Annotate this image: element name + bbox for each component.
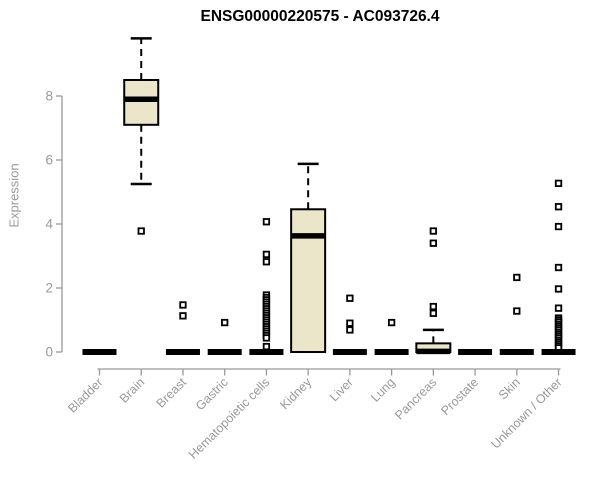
outlier-point xyxy=(429,309,437,317)
boxplot-gastric xyxy=(207,318,242,355)
y-tick-label-6: 6 xyxy=(45,153,53,168)
boxplot-unknown-other xyxy=(541,179,576,355)
outlier-point xyxy=(554,222,563,231)
collapsed-box xyxy=(499,349,534,355)
x-tick-label-gastric: Gastric xyxy=(193,375,231,413)
boxplot-pancreas xyxy=(415,227,452,355)
box xyxy=(290,208,327,353)
y-tick-label-0: 0 xyxy=(45,345,53,360)
box xyxy=(123,79,160,126)
chart-title: ENSG00000220575 - AC093726.4 xyxy=(200,8,440,25)
boxplot-liver xyxy=(332,294,367,355)
outlier-point xyxy=(429,227,437,235)
outlier-point xyxy=(346,326,354,334)
collapsed-box xyxy=(249,349,284,355)
x-tick-label-hematopoietic-cells: Hematopoietic cells xyxy=(186,375,273,462)
y-tick-label-2: 2 xyxy=(45,281,53,296)
boxplot-kidney xyxy=(290,162,327,353)
outlier-point xyxy=(262,218,271,226)
outlier-point xyxy=(262,258,271,266)
boxplot-bladder xyxy=(82,349,117,355)
x-tick-label-kidney: Kidney xyxy=(277,375,314,412)
outlier-point xyxy=(429,239,437,247)
outlier-point xyxy=(554,179,563,188)
collapsed-box xyxy=(458,349,493,355)
boxplot-breast xyxy=(165,301,200,355)
x-tick-label-unknown-other: Unknown / Other xyxy=(488,375,564,451)
outlier-point xyxy=(387,318,396,327)
outlier-point xyxy=(554,304,563,312)
boxplot-skin xyxy=(499,273,534,355)
boxplot-brain xyxy=(123,37,160,235)
outlier-point xyxy=(513,307,521,315)
collapsed-box xyxy=(541,349,576,355)
x-tick-label-breast: Breast xyxy=(154,375,190,411)
outlier-point xyxy=(262,342,271,351)
y-axis: 0 2 4 6 8 xyxy=(45,89,63,360)
x-tick-label-liver: Liver xyxy=(327,375,356,404)
x-tick-label-prostate: Prostate xyxy=(438,375,481,418)
outlier-point xyxy=(513,273,521,282)
boxplot-prostate xyxy=(458,349,493,355)
x-tick-label-pancreas: Pancreas xyxy=(392,375,439,422)
outlier-point xyxy=(221,318,229,327)
outlier-point xyxy=(179,312,187,320)
outlier-point xyxy=(346,319,354,327)
outlier-point xyxy=(346,294,354,302)
outlier-point xyxy=(429,302,437,311)
outlier-point xyxy=(554,263,563,272)
collapsed-box xyxy=(332,349,367,355)
outlier-point xyxy=(137,227,145,235)
boxplot-hematopoietic-cells xyxy=(249,218,284,355)
x-tick-label-skin: Skin xyxy=(496,375,523,402)
collapsed-box xyxy=(207,349,242,355)
y-tick-label-8: 8 xyxy=(45,89,53,104)
collapsed-box xyxy=(165,349,200,355)
collapsed-box xyxy=(82,349,117,355)
boxplot-lung xyxy=(374,318,409,355)
outlier-point xyxy=(554,203,563,211)
x-tick-label-lung: Lung xyxy=(368,375,398,405)
outlier-point xyxy=(179,301,187,309)
outlier-point xyxy=(262,250,271,259)
x-tick-label-bladder: Bladder xyxy=(65,375,105,415)
x-tick-label-brain: Brain xyxy=(117,375,148,406)
outlier-point xyxy=(554,285,563,293)
outlier-point xyxy=(262,334,271,342)
collapsed-box xyxy=(374,349,409,355)
y-tick-label-4: 4 xyxy=(45,217,53,232)
